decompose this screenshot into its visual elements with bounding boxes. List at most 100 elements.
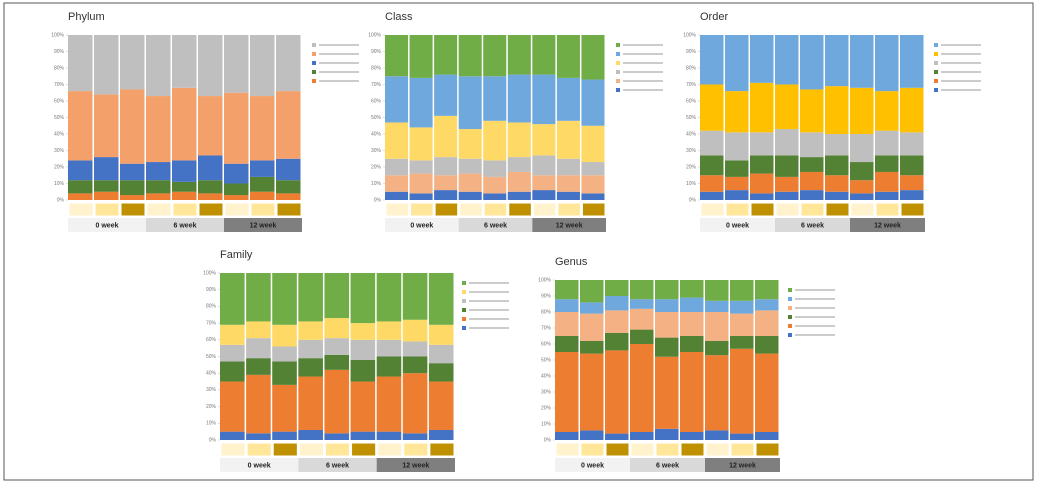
group-box [532,218,606,232]
bar-segment [220,273,245,325]
sample-box [800,202,825,217]
sample-box [172,202,198,217]
bar-segment [655,356,679,429]
sample-box [224,202,250,217]
bar-segment [324,369,350,434]
y-tick-label: 100% [203,270,216,276]
group-label: 6 week [656,462,679,469]
bar-segment [224,183,249,196]
legend-swatch [616,43,620,47]
group-box [700,218,775,232]
bar-segment [507,74,531,123]
legend-swatch [462,317,466,321]
sample-box [775,202,800,217]
bar-segment [750,132,774,156]
bar-segment [428,324,454,345]
group-label: 0 week [581,462,604,469]
bar-segment [580,430,604,440]
y-tick-label: 10% [206,421,217,427]
bar-segment [680,297,704,312]
bar-segment [483,76,507,121]
legend-swatch [788,333,792,337]
legend-text-placeholder [795,298,835,300]
bar-segment [700,191,724,200]
y-tick-label: 70% [206,320,217,326]
group-label: 0 week [726,222,749,229]
legend-swatch [616,79,620,83]
legend-text-placeholder [623,53,663,55]
legend-text-placeholder [469,291,509,293]
bar-segment [146,96,171,163]
bar-segment [250,35,275,97]
sample-box [146,202,172,217]
bar-segment [376,339,402,357]
legend-swatch [616,70,620,74]
y-tick-label: 70% [371,82,382,88]
bar-segment [220,344,245,362]
y-tick-label: 10% [371,181,382,187]
bar-segment [68,193,93,200]
sample-box [630,442,655,457]
y-tick-label: 20% [541,405,552,411]
sample-box [324,442,351,457]
bar-segment [350,273,376,324]
legend-swatch [462,326,466,330]
bar-segment [680,280,704,298]
bar-segment [507,171,531,192]
sample-box [120,202,146,217]
bar-segment [900,155,924,176]
bar-segment [850,87,874,134]
group-label: 6 week [326,462,349,469]
legend-text-placeholder [941,62,981,64]
bar-segment [555,432,579,440]
bar-segment [434,157,458,176]
bar-segment [172,160,197,182]
bar-segment [350,431,376,440]
bar-segment [680,352,704,432]
bar-segment [700,84,724,131]
bar-segment [875,171,899,192]
sample-box [705,442,730,457]
bar-segment [705,340,729,356]
legend-swatch [934,43,938,47]
legend-swatch [462,299,466,303]
sample-box [532,202,557,217]
bar-segment [94,94,119,158]
sample-box [900,202,925,217]
bar-segment [385,35,409,77]
bar-segment [755,310,779,336]
group-label: 6 week [801,222,824,229]
bar-segment [272,431,297,440]
bar-segment [630,432,654,440]
bar-segment [428,363,454,382]
group-box [630,458,705,472]
bar-segment [507,157,531,172]
legend-text-placeholder [941,89,981,91]
sample-box [875,202,900,217]
bar-segment [120,163,145,181]
bar-segment [800,132,824,158]
group-label: 12 week [402,462,429,469]
y-tick-label: 10% [541,421,552,427]
legend-text-placeholder [319,80,359,82]
bar-segment [402,273,428,320]
y-tick-label: 0% [57,197,65,203]
chart-title: Class [385,11,413,23]
bar-segment [580,280,604,303]
legend-swatch [934,70,938,74]
bar-segment [555,299,579,312]
bar-segment [532,74,556,125]
bar-segment [272,384,297,432]
bar-segment [605,433,629,440]
bar-segment [120,195,145,200]
y-tick-label: 90% [371,49,382,55]
sample-box [459,202,483,217]
legend-text-placeholder [469,309,509,311]
bar-segment [350,323,376,340]
bar-segment [556,120,580,159]
bar-segment [146,35,171,97]
legend-text-placeholder [623,89,663,91]
bar-segment [775,35,799,85]
bar-segment [556,191,580,200]
bar-segment [246,338,271,359]
